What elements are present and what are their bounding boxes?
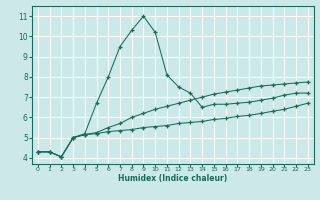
X-axis label: Humidex (Indice chaleur): Humidex (Indice chaleur) — [118, 174, 228, 183]
